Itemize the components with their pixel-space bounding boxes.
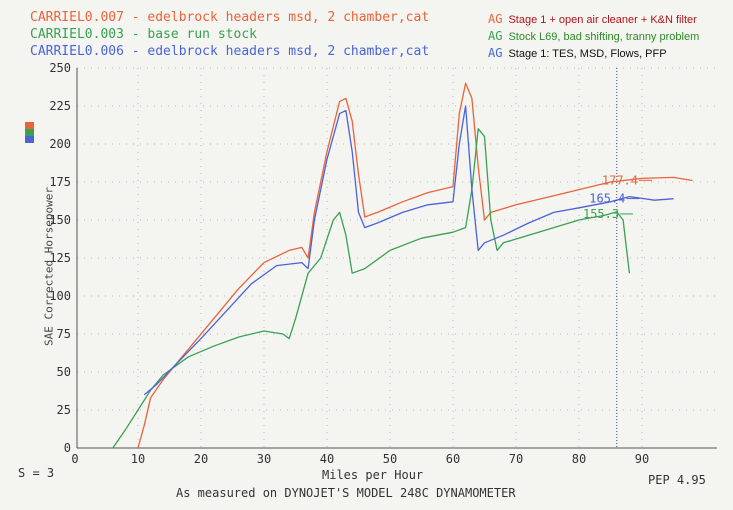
smoothing-label: S = 3 xyxy=(18,466,55,480)
axes xyxy=(76,68,717,449)
y-tick-label: 100 xyxy=(49,289,71,303)
legend-note-text-3: Stage 1: TES, MSD, Flows, PFP xyxy=(508,48,667,60)
version-label: PEP 4.95 xyxy=(648,473,706,487)
x-tick-label: 90 xyxy=(635,452,649,466)
y-tick-label: 250 xyxy=(49,61,71,75)
swatch-green xyxy=(25,129,34,136)
legend-row-3: CARRIEL0.006 - edelbrock headers msd, 2 … xyxy=(30,44,429,59)
data-label-1: 177.4 xyxy=(602,173,638,187)
y-tick-label: 50 xyxy=(57,365,71,379)
y-tick-label: 200 xyxy=(49,137,71,151)
x-axis-label: Miles per Hour xyxy=(322,468,424,482)
x-tick-label: 40 xyxy=(320,452,334,466)
x-tick-label: 50 xyxy=(383,452,397,466)
legend-row-1: CARRIEL0.007 - edelbrock headers msd, 2 … xyxy=(30,10,429,25)
y-tick-label: 175 xyxy=(49,175,71,189)
legend-tag-3: AG xyxy=(488,46,503,60)
series-lines xyxy=(112,82,693,449)
y-tick-label: 25 xyxy=(57,403,71,417)
series-line-1 xyxy=(137,82,693,449)
x-tick-label: 80 xyxy=(572,452,586,466)
legend-tag-2: AG xyxy=(488,29,503,43)
legend-run-3: CARRIEL0.006 - edelbrock headers msd, 2 … xyxy=(30,44,430,59)
legend-run-2: CARRIEL0.003 - base run stock xyxy=(30,27,257,42)
legend-note-3: AG Stage 1: TES, MSD, Flows, PFP xyxy=(488,46,667,60)
x-tick-label: 10 xyxy=(131,452,145,466)
y-tick-label: 75 xyxy=(57,327,71,341)
legend-note-text-2: Stock L69, bad shifting, tranny problem xyxy=(508,31,700,43)
legend-note-2: AG Stock L69, bad shifting, tranny proble… xyxy=(488,29,699,43)
x-tick-label: 20 xyxy=(194,452,208,466)
series-line-3 xyxy=(143,105,674,396)
x-tick-label: 0 xyxy=(71,452,78,466)
legend-row-2: CARRIEL0.003 - base run stock xyxy=(30,27,257,42)
x-tick-label: 30 xyxy=(257,452,271,466)
swatch-blue xyxy=(25,136,34,143)
data-label-3: 165.4 xyxy=(589,192,625,206)
legend-note-text-1: Stage 1 + open air cleaner + K&N filter xyxy=(508,14,697,26)
y-tick-label: 125 xyxy=(49,251,71,265)
y-tick-label: 225 xyxy=(49,99,71,113)
grid xyxy=(77,67,717,448)
data-label-2: 155.3 xyxy=(583,207,619,221)
y-axis-label: SAE Corrected Horsepower xyxy=(42,187,56,346)
swatch-red xyxy=(25,122,34,129)
legend-run-1: CARRIEL0.007 - edelbrock headers msd, 2 … xyxy=(30,10,430,25)
tick-labels: 0 25 50 75 100 125 150 175 200 225 250 0 10 20 30 40 50 6… xyxy=(49,61,649,466)
series-line-2 xyxy=(112,128,631,449)
measured-caption: As measured on DYNOJET'S MODEL 248C DYNA… xyxy=(176,486,516,500)
legend-tag-1: AG xyxy=(488,12,503,26)
y-tick-label: 150 xyxy=(49,213,71,227)
legend-note-1: AG Stage 1 + open air cleaner + K&N filte… xyxy=(488,12,697,26)
y-tick-label: 0 xyxy=(64,441,71,455)
x-tick-label: 60 xyxy=(446,452,460,466)
x-tick-label: 70 xyxy=(509,452,523,466)
